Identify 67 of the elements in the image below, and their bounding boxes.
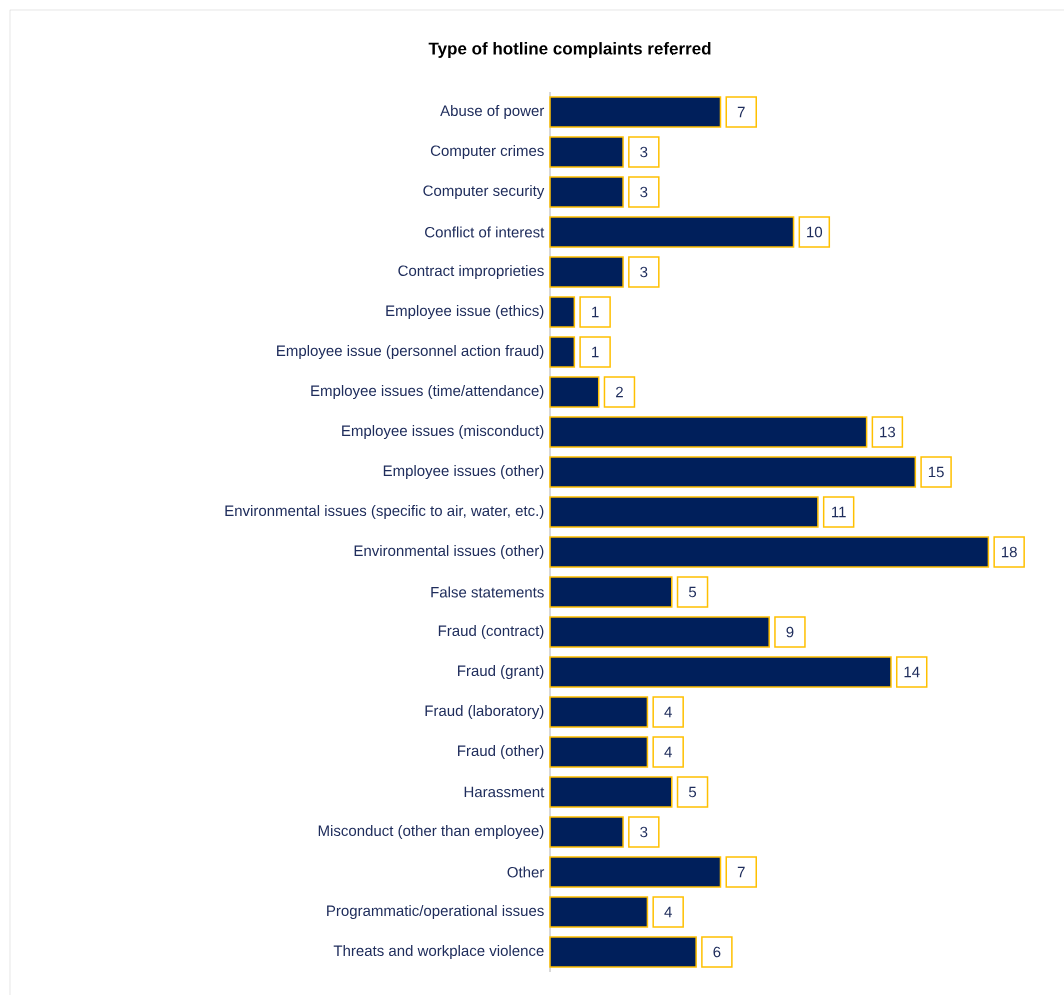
bar bbox=[549, 136, 624, 168]
bar bbox=[549, 936, 697, 968]
y-tick-label: Other bbox=[507, 866, 545, 878]
y-tick-label: Computer security bbox=[423, 185, 545, 199]
data-label: 2 bbox=[616, 386, 623, 398]
bar bbox=[549, 376, 600, 408]
data-label: 11 bbox=[832, 506, 846, 518]
data-label: 5 bbox=[688, 786, 697, 798]
data-label: 3 bbox=[640, 146, 648, 158]
data-label: 4 bbox=[664, 746, 672, 758]
bar bbox=[549, 256, 624, 288]
bar bbox=[549, 456, 917, 488]
y-tick-label: Threats and workplace violence bbox=[333, 945, 544, 959]
y-tick-label: Harassment bbox=[464, 786, 545, 798]
chart-title: Type of hotline complaints referred bbox=[428, 42, 711, 58]
data-label: 4 bbox=[664, 906, 672, 918]
bar bbox=[549, 576, 673, 608]
data-label: 9 bbox=[786, 626, 794, 638]
data-label: 13 bbox=[880, 426, 896, 438]
y-tick-label: Fraud (grant) bbox=[458, 665, 544, 679]
y-tick-label: Abuse of power bbox=[440, 105, 545, 119]
bar bbox=[549, 616, 770, 648]
bar bbox=[549, 776, 673, 808]
y-tick-label: False statements bbox=[431, 586, 544, 598]
data-label: 7 bbox=[737, 106, 745, 118]
data-label: 1 bbox=[592, 346, 599, 358]
data-label: 10 bbox=[807, 226, 823, 238]
y-tick-label: Fraud (other) bbox=[458, 745, 544, 759]
bar bbox=[549, 816, 624, 848]
data-label: 14 bbox=[904, 666, 920, 678]
data-label: 1 bbox=[592, 306, 599, 318]
y-tick-label: Employee issues (time/attendance) bbox=[311, 385, 544, 399]
data-label: 7 bbox=[737, 866, 745, 878]
y-tick-label: Employee issues (other) bbox=[383, 465, 544, 479]
data-label: 3 bbox=[640, 266, 648, 278]
bar bbox=[549, 296, 576, 328]
bar bbox=[549, 656, 892, 688]
y-tick-label: Conflict of interest bbox=[425, 226, 545, 238]
y-tick-label: Employee issues (misconduct) bbox=[342, 425, 544, 439]
y-tick-label: Contract improprieties bbox=[398, 265, 544, 279]
y-tick-label: Environmental issues (specific to air, water, etc.) bbox=[225, 505, 544, 519]
bar bbox=[549, 736, 649, 768]
bar bbox=[549, 96, 722, 128]
bar bbox=[549, 216, 795, 248]
data-label: 15 bbox=[928, 466, 944, 478]
bar bbox=[549, 696, 649, 728]
y-tick-label: Fraud (laboratory) bbox=[425, 705, 544, 719]
bar bbox=[549, 416, 868, 448]
bar bbox=[549, 336, 576, 368]
y-tick-label: Computer crimes bbox=[430, 145, 544, 159]
data-label: 5 bbox=[688, 586, 697, 598]
y-tick-label: Employee issue (personnel action fraud) bbox=[277, 345, 544, 359]
data-label: 3 bbox=[640, 186, 648, 198]
bar bbox=[549, 856, 722, 888]
bar bbox=[549, 536, 990, 568]
y-tick-label: Programmatic/operational issues bbox=[327, 905, 544, 919]
data-label: 18 bbox=[1001, 546, 1017, 558]
bar bbox=[549, 176, 624, 208]
bar bbox=[549, 896, 649, 928]
y-tick-label: Employee issue (ethics) bbox=[386, 305, 544, 319]
data-label: 6 bbox=[713, 946, 721, 958]
y-tick-label: Misconduct (other than employee) bbox=[318, 825, 544, 839]
y-tick-label: Fraud (contract) bbox=[438, 625, 544, 639]
y-tick-label: Environmental issues (other) bbox=[354, 545, 544, 559]
data-label: 3 bbox=[640, 826, 648, 838]
data-label: 4 bbox=[664, 706, 672, 718]
bar bbox=[549, 496, 819, 528]
